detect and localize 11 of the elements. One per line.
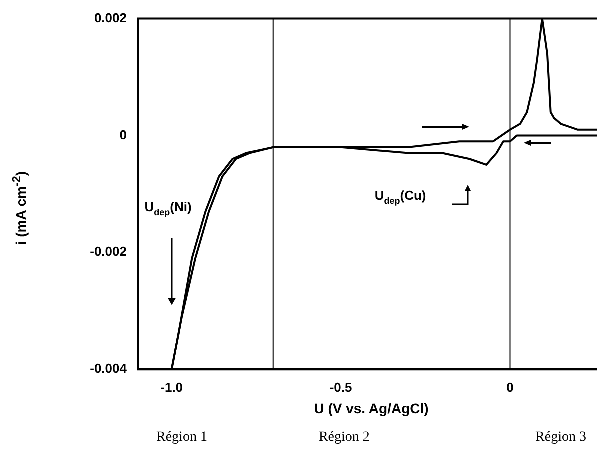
x-axis-title: U (V vs. Ag/AgCl) [314,400,429,416]
x-tick-label: -1.0 [160,380,184,395]
x-tick-label: 0 [506,380,514,395]
text: Région 3 [534,430,588,446]
text: Région 2 [318,430,371,446]
x-tick-label: -0.5 [330,380,352,395]
y-tick-label: -0.002 [90,244,127,260]
text: Région 1 [156,430,208,446]
y-tick-label: -0.004 [90,361,128,376]
y-tick-label: 0.002 [94,10,127,26]
y-tick-label: 0 [120,127,127,142]
